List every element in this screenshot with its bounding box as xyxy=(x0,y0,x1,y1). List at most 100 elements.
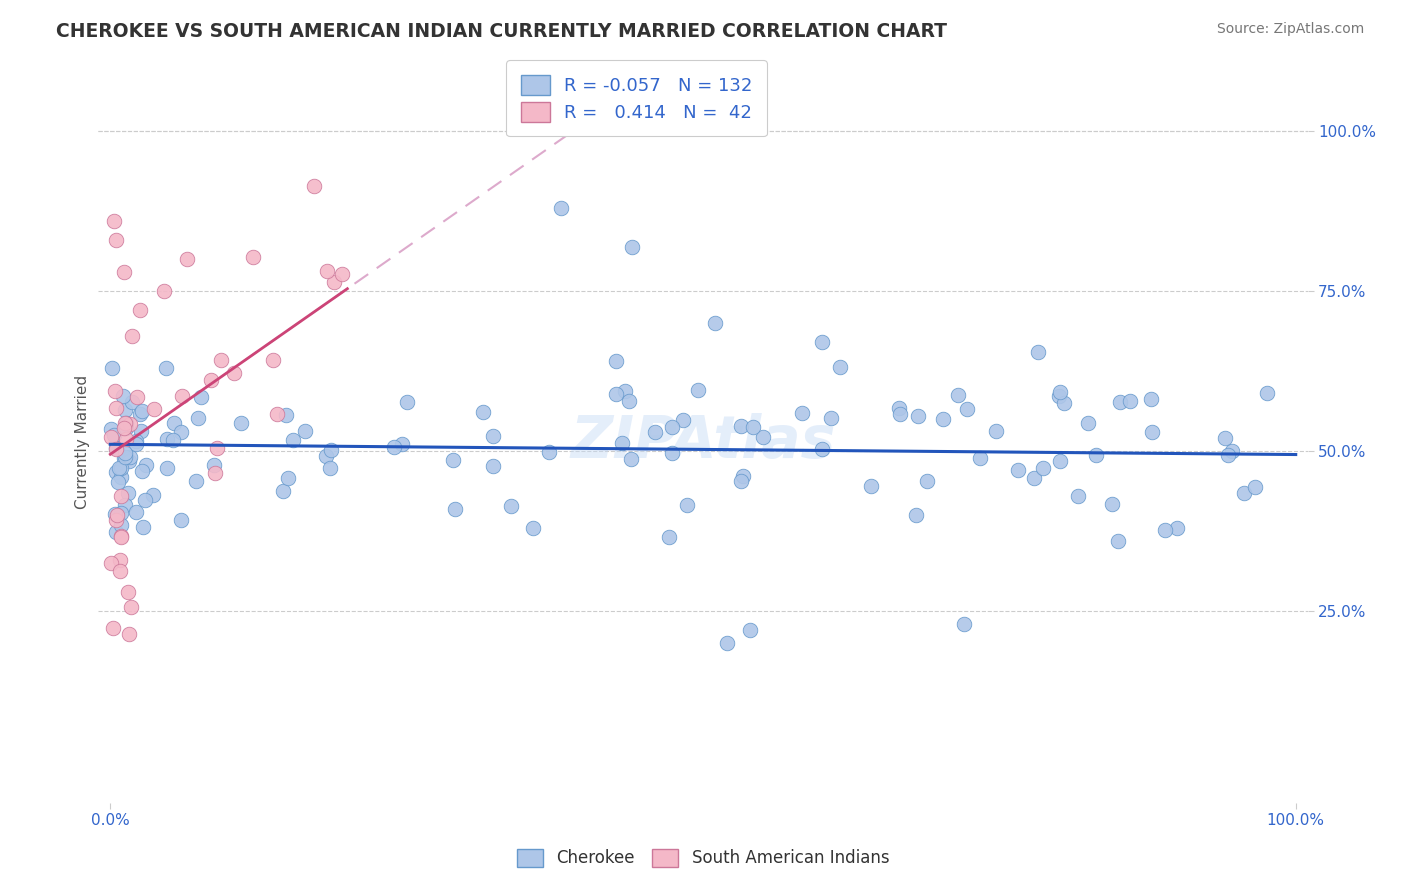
Point xyxy=(281,433,304,447)
Point xyxy=(752,430,775,444)
Point xyxy=(730,474,752,488)
Point xyxy=(946,388,969,402)
Point xyxy=(605,386,627,401)
Point xyxy=(121,329,143,343)
Point xyxy=(716,636,738,650)
Point xyxy=(1049,454,1071,468)
Point xyxy=(104,401,127,416)
Point xyxy=(156,461,179,475)
Point xyxy=(110,529,132,543)
Point xyxy=(120,450,142,464)
Point xyxy=(271,484,294,499)
Point xyxy=(114,446,136,460)
Point xyxy=(1153,523,1175,537)
Point xyxy=(121,394,143,409)
Point xyxy=(176,252,198,267)
Point xyxy=(105,442,128,456)
Point xyxy=(444,502,467,516)
Point xyxy=(1213,431,1236,445)
Point xyxy=(184,475,207,489)
Point xyxy=(129,407,152,421)
Point xyxy=(828,359,851,374)
Point xyxy=(105,466,128,480)
Point xyxy=(932,411,955,425)
Point xyxy=(740,623,762,637)
Point xyxy=(658,530,681,544)
Text: Source: ZipAtlas.com: Source: ZipAtlas.com xyxy=(1216,22,1364,37)
Point xyxy=(733,469,755,483)
Point xyxy=(222,366,245,380)
Point xyxy=(1085,448,1108,462)
Point xyxy=(110,507,132,521)
Y-axis label: Currently Married: Currently Married xyxy=(75,375,90,508)
Point xyxy=(231,417,253,431)
Point xyxy=(100,421,122,435)
Point xyxy=(984,424,1007,438)
Point xyxy=(114,402,136,417)
Point xyxy=(190,391,212,405)
Point xyxy=(675,498,697,512)
Point xyxy=(969,451,991,466)
Point xyxy=(294,425,316,439)
Point xyxy=(115,421,138,435)
Point xyxy=(104,508,127,522)
Point xyxy=(522,521,544,535)
Point xyxy=(1142,425,1164,439)
Point xyxy=(905,508,928,522)
Point xyxy=(152,285,174,299)
Point xyxy=(550,201,572,215)
Point xyxy=(105,513,128,527)
Point xyxy=(1107,533,1129,548)
Point xyxy=(104,441,127,455)
Point xyxy=(1077,417,1099,431)
Point xyxy=(117,486,139,500)
Point xyxy=(131,464,153,478)
Text: ZIPAtlas: ZIPAtlas xyxy=(571,413,835,470)
Point xyxy=(1026,345,1049,359)
Point xyxy=(111,389,134,403)
Point xyxy=(112,450,135,465)
Point xyxy=(170,389,193,403)
Point xyxy=(319,443,342,458)
Point xyxy=(127,390,149,404)
Point xyxy=(644,425,666,440)
Point xyxy=(110,489,132,503)
Point xyxy=(242,250,264,264)
Point xyxy=(481,459,503,474)
Point xyxy=(204,466,226,480)
Point xyxy=(1101,497,1123,511)
Point xyxy=(661,420,683,434)
Point xyxy=(1024,471,1046,485)
Point xyxy=(315,263,337,277)
Point xyxy=(1108,394,1130,409)
Point xyxy=(1140,392,1163,407)
Point xyxy=(499,499,522,513)
Point xyxy=(118,454,141,468)
Point xyxy=(108,460,131,475)
Point xyxy=(952,616,974,631)
Point xyxy=(605,354,627,368)
Point xyxy=(1244,480,1267,494)
Point xyxy=(120,600,142,615)
Point xyxy=(114,498,136,512)
Point xyxy=(108,553,131,567)
Point xyxy=(1220,443,1243,458)
Point xyxy=(1233,485,1256,500)
Point xyxy=(100,557,122,571)
Point xyxy=(396,395,419,409)
Point xyxy=(917,474,939,488)
Point xyxy=(124,437,146,451)
Point xyxy=(619,393,641,408)
Point xyxy=(135,458,157,473)
Point xyxy=(107,475,129,489)
Point xyxy=(115,432,138,446)
Point xyxy=(741,420,763,434)
Point xyxy=(790,406,813,420)
Point xyxy=(266,408,288,422)
Point xyxy=(907,409,929,424)
Point xyxy=(330,267,353,281)
Point xyxy=(319,461,342,475)
Point xyxy=(661,446,683,460)
Point xyxy=(672,412,695,426)
Legend: Cherokee, South American Indians: Cherokee, South American Indians xyxy=(510,842,896,874)
